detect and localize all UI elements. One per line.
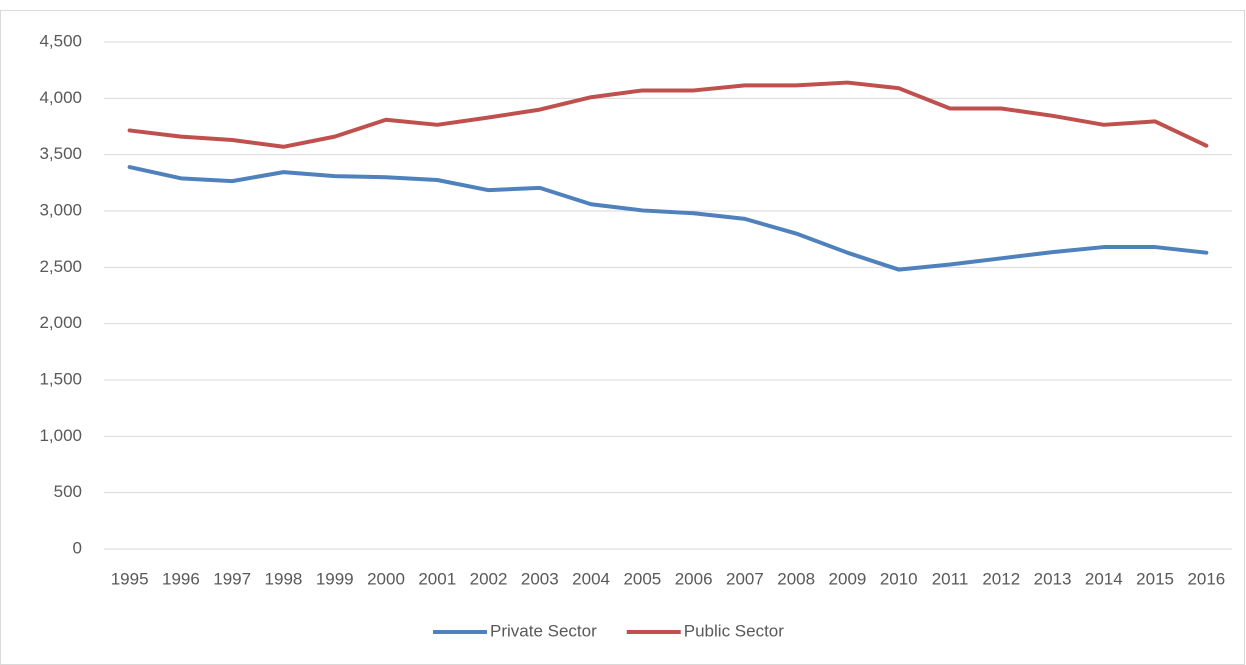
x-tick-label: 2001 xyxy=(418,569,456,588)
x-tick-label: 1995 xyxy=(111,569,149,588)
series-line xyxy=(127,80,1209,149)
legend-label: Private Sector xyxy=(490,621,597,640)
x-tick-label: 2015 xyxy=(1136,569,1174,588)
y-tick-label: 2,000 xyxy=(39,313,82,332)
y-tick-label: 1,000 xyxy=(39,426,82,445)
legend-label: Public Sector xyxy=(684,621,784,640)
x-tick-label: 2005 xyxy=(623,569,661,588)
x-tick-label: 2011 xyxy=(932,569,969,588)
series-line xyxy=(127,165,1209,272)
chart-border xyxy=(0,10,1245,665)
x-tick-label: 2000 xyxy=(367,569,405,588)
y-tick-label: 0 xyxy=(73,538,82,557)
x-tick-label: 2007 xyxy=(726,569,764,588)
x-tick-label: 2016 xyxy=(1187,569,1225,588)
x-tick-label: 2014 xyxy=(1085,569,1123,588)
x-tick-label: 1997 xyxy=(213,569,251,588)
x-tick-label: 1999 xyxy=(316,569,354,588)
x-tick-label: 1996 xyxy=(162,569,200,588)
y-tick-label: 1,500 xyxy=(39,369,82,388)
x-tick-label: 2002 xyxy=(470,569,508,588)
x-tick-label: 2006 xyxy=(675,569,713,588)
x-tick-label: 2008 xyxy=(777,569,815,588)
y-tick-label: 3,500 xyxy=(39,144,82,163)
y-tick-label: 4,500 xyxy=(39,31,82,50)
y-tick-label: 2,500 xyxy=(39,257,82,276)
y-tick-label: 3,000 xyxy=(39,200,82,219)
y-tick-label: 4,000 xyxy=(39,88,82,107)
x-tick-label: 1998 xyxy=(265,569,303,588)
y-tick-label: 500 xyxy=(54,482,82,501)
x-tick-label: 2012 xyxy=(982,569,1020,588)
x-tick-label: 2010 xyxy=(880,569,918,588)
x-tick-label: 2013 xyxy=(1034,569,1072,588)
x-tick-label: 2009 xyxy=(829,569,867,588)
x-tick-label: 2004 xyxy=(572,569,610,588)
x-tick-label: 2003 xyxy=(521,569,559,588)
